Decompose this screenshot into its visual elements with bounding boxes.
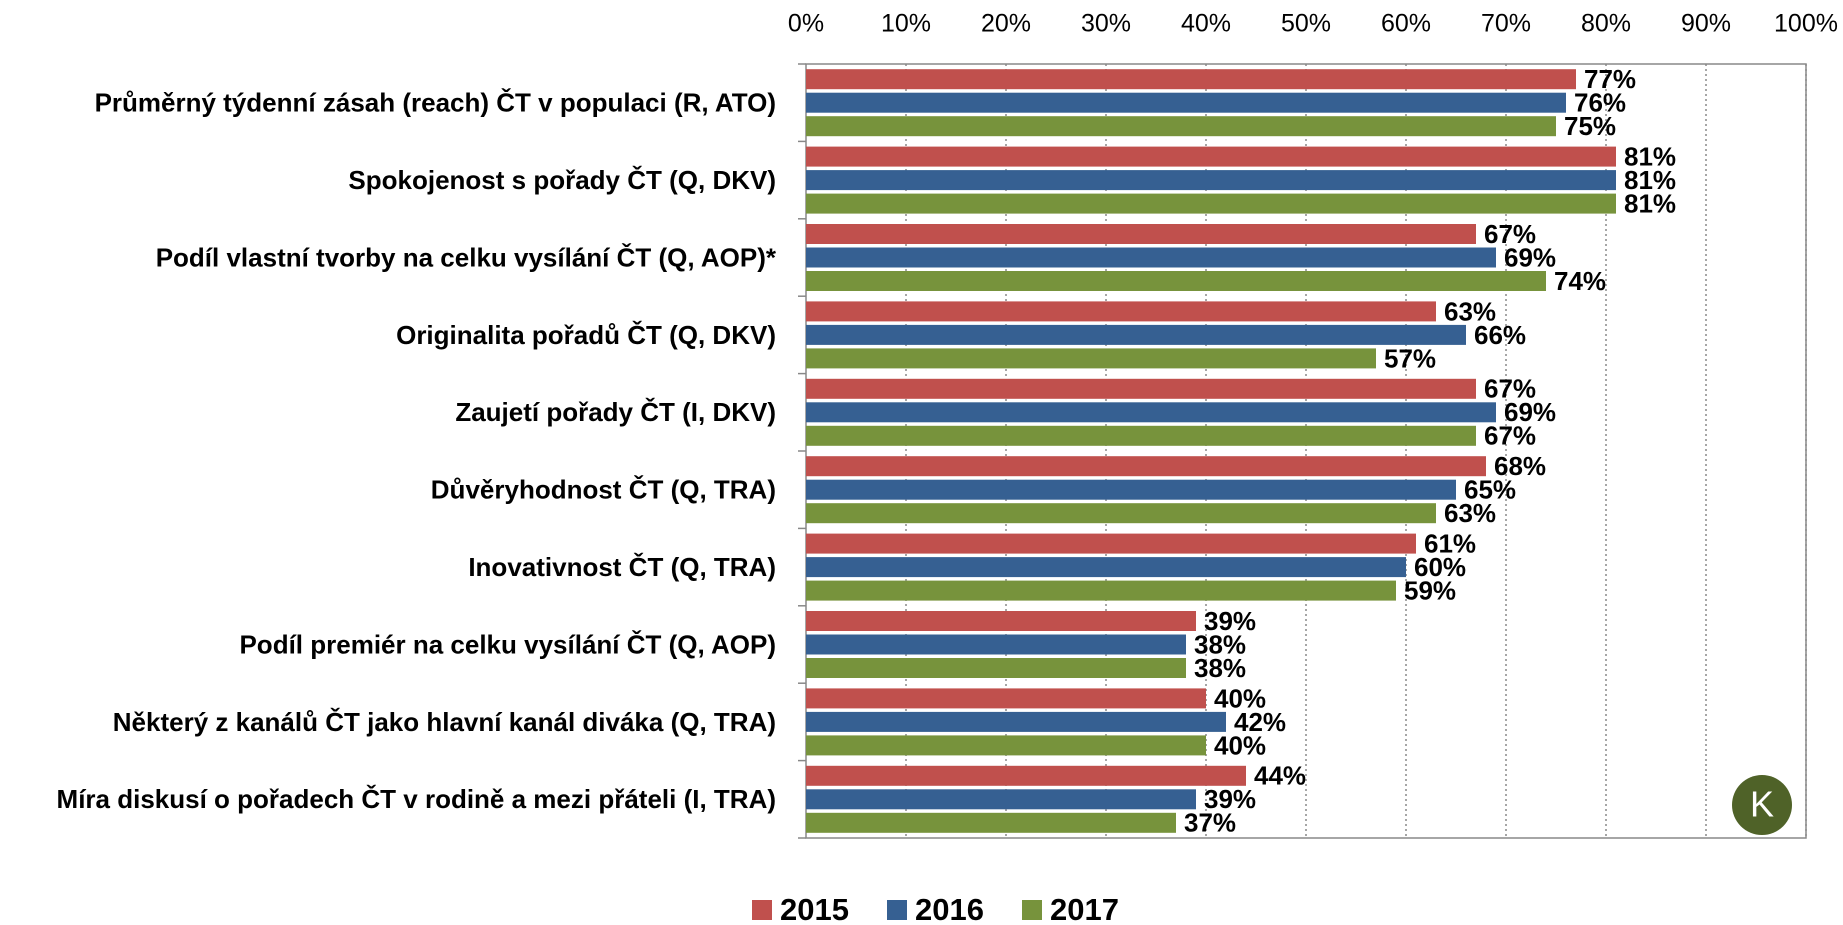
- x-tick-label: 60%: [1381, 10, 1431, 38]
- value-label: 74%: [1554, 266, 1606, 296]
- bar: [806, 378, 1476, 399]
- value-label: 38%: [1194, 653, 1246, 683]
- bar: [806, 711, 1226, 732]
- value-label: 77%: [1584, 64, 1636, 94]
- value-label: 81%: [1624, 188, 1676, 218]
- bar: [806, 170, 1616, 191]
- bar: [806, 634, 1186, 655]
- bar: [806, 301, 1436, 322]
- value-label: 63%: [1444, 498, 1496, 528]
- value-label: 42%: [1234, 707, 1286, 737]
- bar: [806, 611, 1196, 631]
- value-label: 40%: [1214, 730, 1266, 760]
- value-label: 57%: [1384, 343, 1436, 373]
- category-label: Originalita pořadů ČT (Q, DKV): [396, 320, 776, 350]
- value-label: 81%: [1624, 141, 1676, 171]
- bar: [806, 688, 1206, 709]
- bar: [806, 92, 1566, 113]
- bar: [806, 271, 1546, 291]
- x-tick-label: 0%: [788, 10, 824, 38]
- bar: [806, 146, 1616, 167]
- bar: [806, 402, 1496, 423]
- bar: [806, 193, 1616, 214]
- bar: [806, 479, 1456, 500]
- category-label: Míra diskusí o pořadech ČT v rodině a me…: [57, 784, 776, 814]
- bar: [806, 425, 1476, 446]
- legend-swatch: [887, 900, 907, 920]
- value-label: 69%: [1504, 397, 1556, 427]
- bar: [806, 224, 1476, 244]
- category-label: Některý z kanálů ČT jako hlavní kanál di…: [113, 707, 776, 737]
- x-tick-label: 20%: [981, 10, 1031, 38]
- value-label: 60%: [1414, 552, 1466, 582]
- legend-label: 2016: [915, 892, 984, 925]
- value-label: 40%: [1214, 683, 1266, 713]
- category-label: Inovativnost ČT (Q, TRA): [468, 552, 776, 582]
- bar: [806, 789, 1196, 810]
- value-label: 65%: [1464, 475, 1516, 505]
- category-label: Podíl premiér na celku vysílání ČT (Q, A…: [239, 629, 776, 659]
- bar: [806, 533, 1416, 554]
- x-tick-label: 50%: [1281, 10, 1331, 38]
- x-tick-label: 30%: [1081, 10, 1131, 38]
- bar: [806, 658, 1186, 678]
- value-label: 67%: [1484, 374, 1536, 404]
- legend-swatch: [1022, 900, 1042, 920]
- bar: [806, 735, 1206, 756]
- value-label: 39%: [1204, 784, 1256, 814]
- bar: [806, 348, 1376, 369]
- value-label: 69%: [1504, 242, 1556, 272]
- bar: [806, 247, 1496, 268]
- x-tick-label: 100%: [1774, 10, 1838, 38]
- bar: [806, 580, 1396, 601]
- x-tick-label: 40%: [1181, 10, 1231, 38]
- x-tick-label: 80%: [1581, 10, 1631, 38]
- bar: [806, 503, 1436, 524]
- bar: [806, 557, 1406, 578]
- bar: [806, 116, 1556, 137]
- category-label: Podíl vlastní tvorby na celku vysílání Č…: [156, 242, 777, 272]
- bar: [806, 324, 1466, 345]
- value-label: 38%: [1194, 629, 1246, 659]
- x-tick-label: 70%: [1481, 10, 1531, 38]
- value-label: 61%: [1424, 528, 1476, 558]
- category-label: Důvěryhodnost ČT (Q, TRA): [431, 475, 776, 505]
- category-label: Spokojenost s pořady ČT (Q, DKV): [348, 165, 776, 195]
- value-label: 81%: [1624, 165, 1676, 195]
- bar: [806, 456, 1486, 477]
- value-label: 66%: [1474, 320, 1526, 350]
- value-label: 75%: [1564, 111, 1616, 141]
- value-label: 63%: [1444, 296, 1496, 326]
- x-tick-label: 90%: [1681, 10, 1731, 38]
- logo: [1732, 775, 1792, 835]
- x-tick-label: 10%: [881, 10, 931, 38]
- bar: [806, 69, 1576, 90]
- legend-label: 2015: [780, 892, 849, 925]
- legend-label: 2017: [1050, 892, 1119, 925]
- value-label: 67%: [1484, 421, 1536, 451]
- value-label: 68%: [1494, 451, 1546, 481]
- value-label: 39%: [1204, 606, 1256, 636]
- value-label: 37%: [1184, 808, 1236, 838]
- legend-swatch: [752, 900, 772, 920]
- logo-text: K: [1750, 784, 1774, 825]
- category-label: Průměrný týdenní zásah (reach) ČT v popu…: [95, 88, 776, 118]
- value-label: 59%: [1404, 575, 1456, 605]
- value-label: 67%: [1484, 219, 1536, 249]
- value-label: 44%: [1254, 761, 1306, 791]
- bar: [806, 812, 1176, 833]
- category-label: Zaujetí pořady ČT (I, DKV): [455, 397, 776, 427]
- value-label: 76%: [1574, 88, 1626, 118]
- bar: [806, 765, 1246, 786]
